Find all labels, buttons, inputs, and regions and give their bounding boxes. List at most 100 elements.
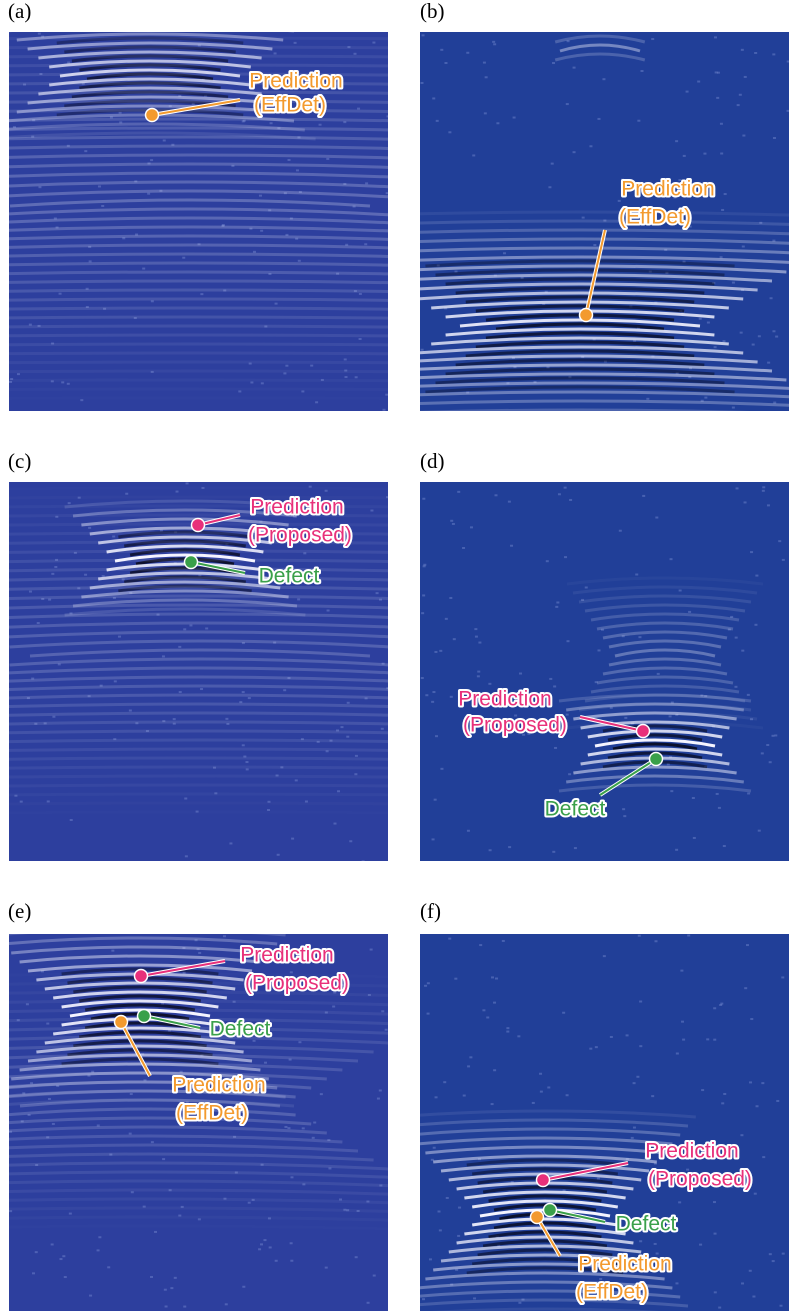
noise [258, 1248, 261, 1250]
noise [549, 678, 552, 680]
noise [185, 855, 188, 857]
noise [655, 940, 658, 942]
noise [246, 768, 249, 770]
noise [59, 1258, 62, 1260]
marker-dot [185, 556, 198, 569]
noise [622, 808, 625, 810]
noise [17, 373, 20, 375]
noise [301, 390, 304, 392]
marker-dot [531, 1211, 544, 1224]
noise [680, 970, 683, 972]
noise [59, 293, 62, 295]
noise [716, 793, 719, 795]
noise [189, 624, 192, 626]
noise [312, 1137, 315, 1139]
noise [68, 502, 71, 504]
noise [701, 1089, 704, 1091]
marker-dot [135, 970, 148, 983]
noise [707, 322, 710, 324]
noise [54, 566, 57, 568]
noise [551, 163, 554, 165]
noise [458, 1207, 461, 1209]
fringe [287, 428, 789, 434]
noise [686, 91, 689, 93]
noise [38, 33, 41, 35]
noise [775, 336, 778, 338]
noise [270, 122, 273, 124]
noise [310, 365, 313, 367]
noise [344, 376, 347, 378]
annotation-text: (EffDet) [619, 206, 691, 229]
noise [491, 1103, 494, 1105]
noise [742, 246, 745, 248]
noise [162, 655, 165, 657]
noise [433, 1147, 436, 1149]
noise [636, 1076, 639, 1078]
noise [637, 120, 640, 122]
noise [119, 112, 122, 114]
noise [357, 108, 360, 110]
noise [422, 1298, 425, 1300]
noise [752, 344, 755, 346]
noise [585, 586, 588, 588]
noise [610, 1036, 613, 1038]
fringe [0, 920, 294, 926]
noise [473, 1297, 476, 1299]
noise [170, 1287, 173, 1289]
noise [744, 987, 747, 989]
noise [355, 1256, 358, 1258]
noise [97, 1249, 100, 1251]
noise [427, 1013, 430, 1015]
noise [717, 72, 720, 74]
noise [422, 34, 425, 36]
noise [602, 78, 605, 80]
noise [295, 779, 298, 781]
noise [744, 76, 747, 78]
noise [263, 1239, 266, 1241]
noise [344, 358, 347, 360]
noise [767, 504, 770, 506]
noise [48, 1098, 51, 1100]
noise [714, 346, 717, 348]
noise [367, 1302, 370, 1304]
noise [484, 112, 487, 114]
noise [32, 1272, 35, 1274]
noise [754, 624, 757, 626]
noise [678, 1201, 681, 1203]
noise [67, 383, 70, 385]
noise [603, 955, 606, 957]
panel-label: (a) [8, 0, 31, 23]
noise [450, 520, 453, 522]
annotation-text: Prediction [621, 178, 714, 201]
noise [635, 573, 638, 575]
noise [508, 501, 511, 503]
noise [564, 556, 567, 558]
noise [657, 673, 660, 675]
fringe [0, 20, 789, 26]
noise [773, 137, 776, 139]
noise [147, 193, 150, 195]
noise [722, 340, 725, 342]
noise [174, 1277, 177, 1279]
noise [35, 1251, 38, 1253]
noise [746, 944, 749, 946]
noise [150, 159, 153, 161]
noise [275, 303, 278, 305]
noise [762, 486, 765, 488]
noise [359, 293, 362, 295]
noise [479, 944, 482, 946]
noise [624, 717, 627, 719]
noise [176, 491, 179, 493]
noise [706, 1038, 709, 1040]
noise [440, 49, 443, 51]
noise [597, 118, 600, 120]
noise [502, 940, 505, 942]
annotation-text: Defect [616, 1213, 677, 1236]
noise [494, 494, 497, 496]
noise [496, 122, 499, 124]
noise [589, 1048, 592, 1050]
noise [332, 1006, 335, 1008]
noise [448, 131, 451, 133]
noise [435, 1096, 438, 1098]
noise [436, 120, 439, 122]
